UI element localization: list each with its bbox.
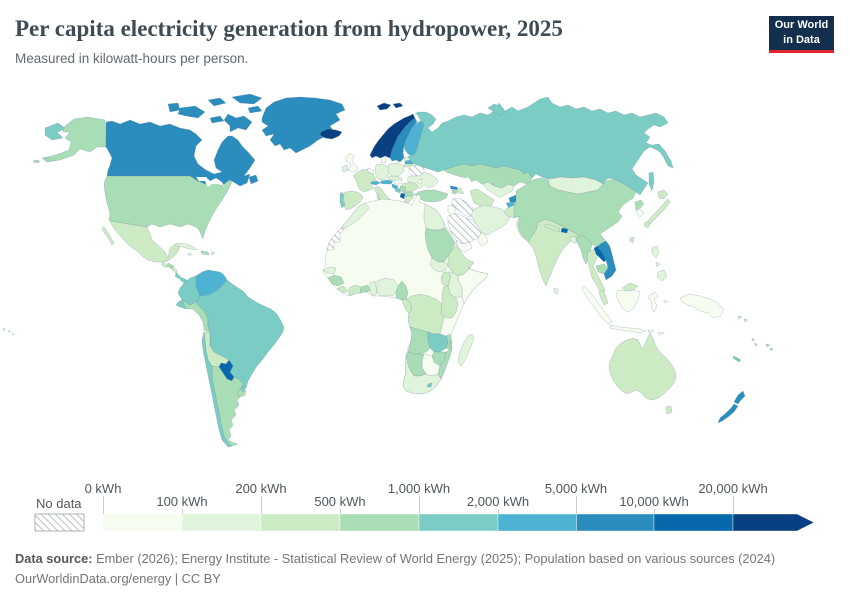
svg-text:20,000 kWh: 20,000 kWh [698, 481, 767, 496]
svg-text:500 kWh: 500 kWh [314, 494, 365, 509]
svg-text:2,000 kWh: 2,000 kWh [467, 494, 529, 509]
svg-text:1,000 kWh: 1,000 kWh [388, 481, 450, 496]
svg-text:100 kWh: 100 kWh [156, 494, 207, 509]
svg-text:0 kWh: 0 kWh [85, 481, 122, 496]
svg-text:No data: No data [36, 496, 82, 511]
svg-text:5,000 kWh: 5,000 kWh [545, 481, 607, 496]
svg-text:10,000 kWh: 10,000 kWh [619, 494, 688, 509]
svg-text:200 kWh: 200 kWh [235, 481, 286, 496]
